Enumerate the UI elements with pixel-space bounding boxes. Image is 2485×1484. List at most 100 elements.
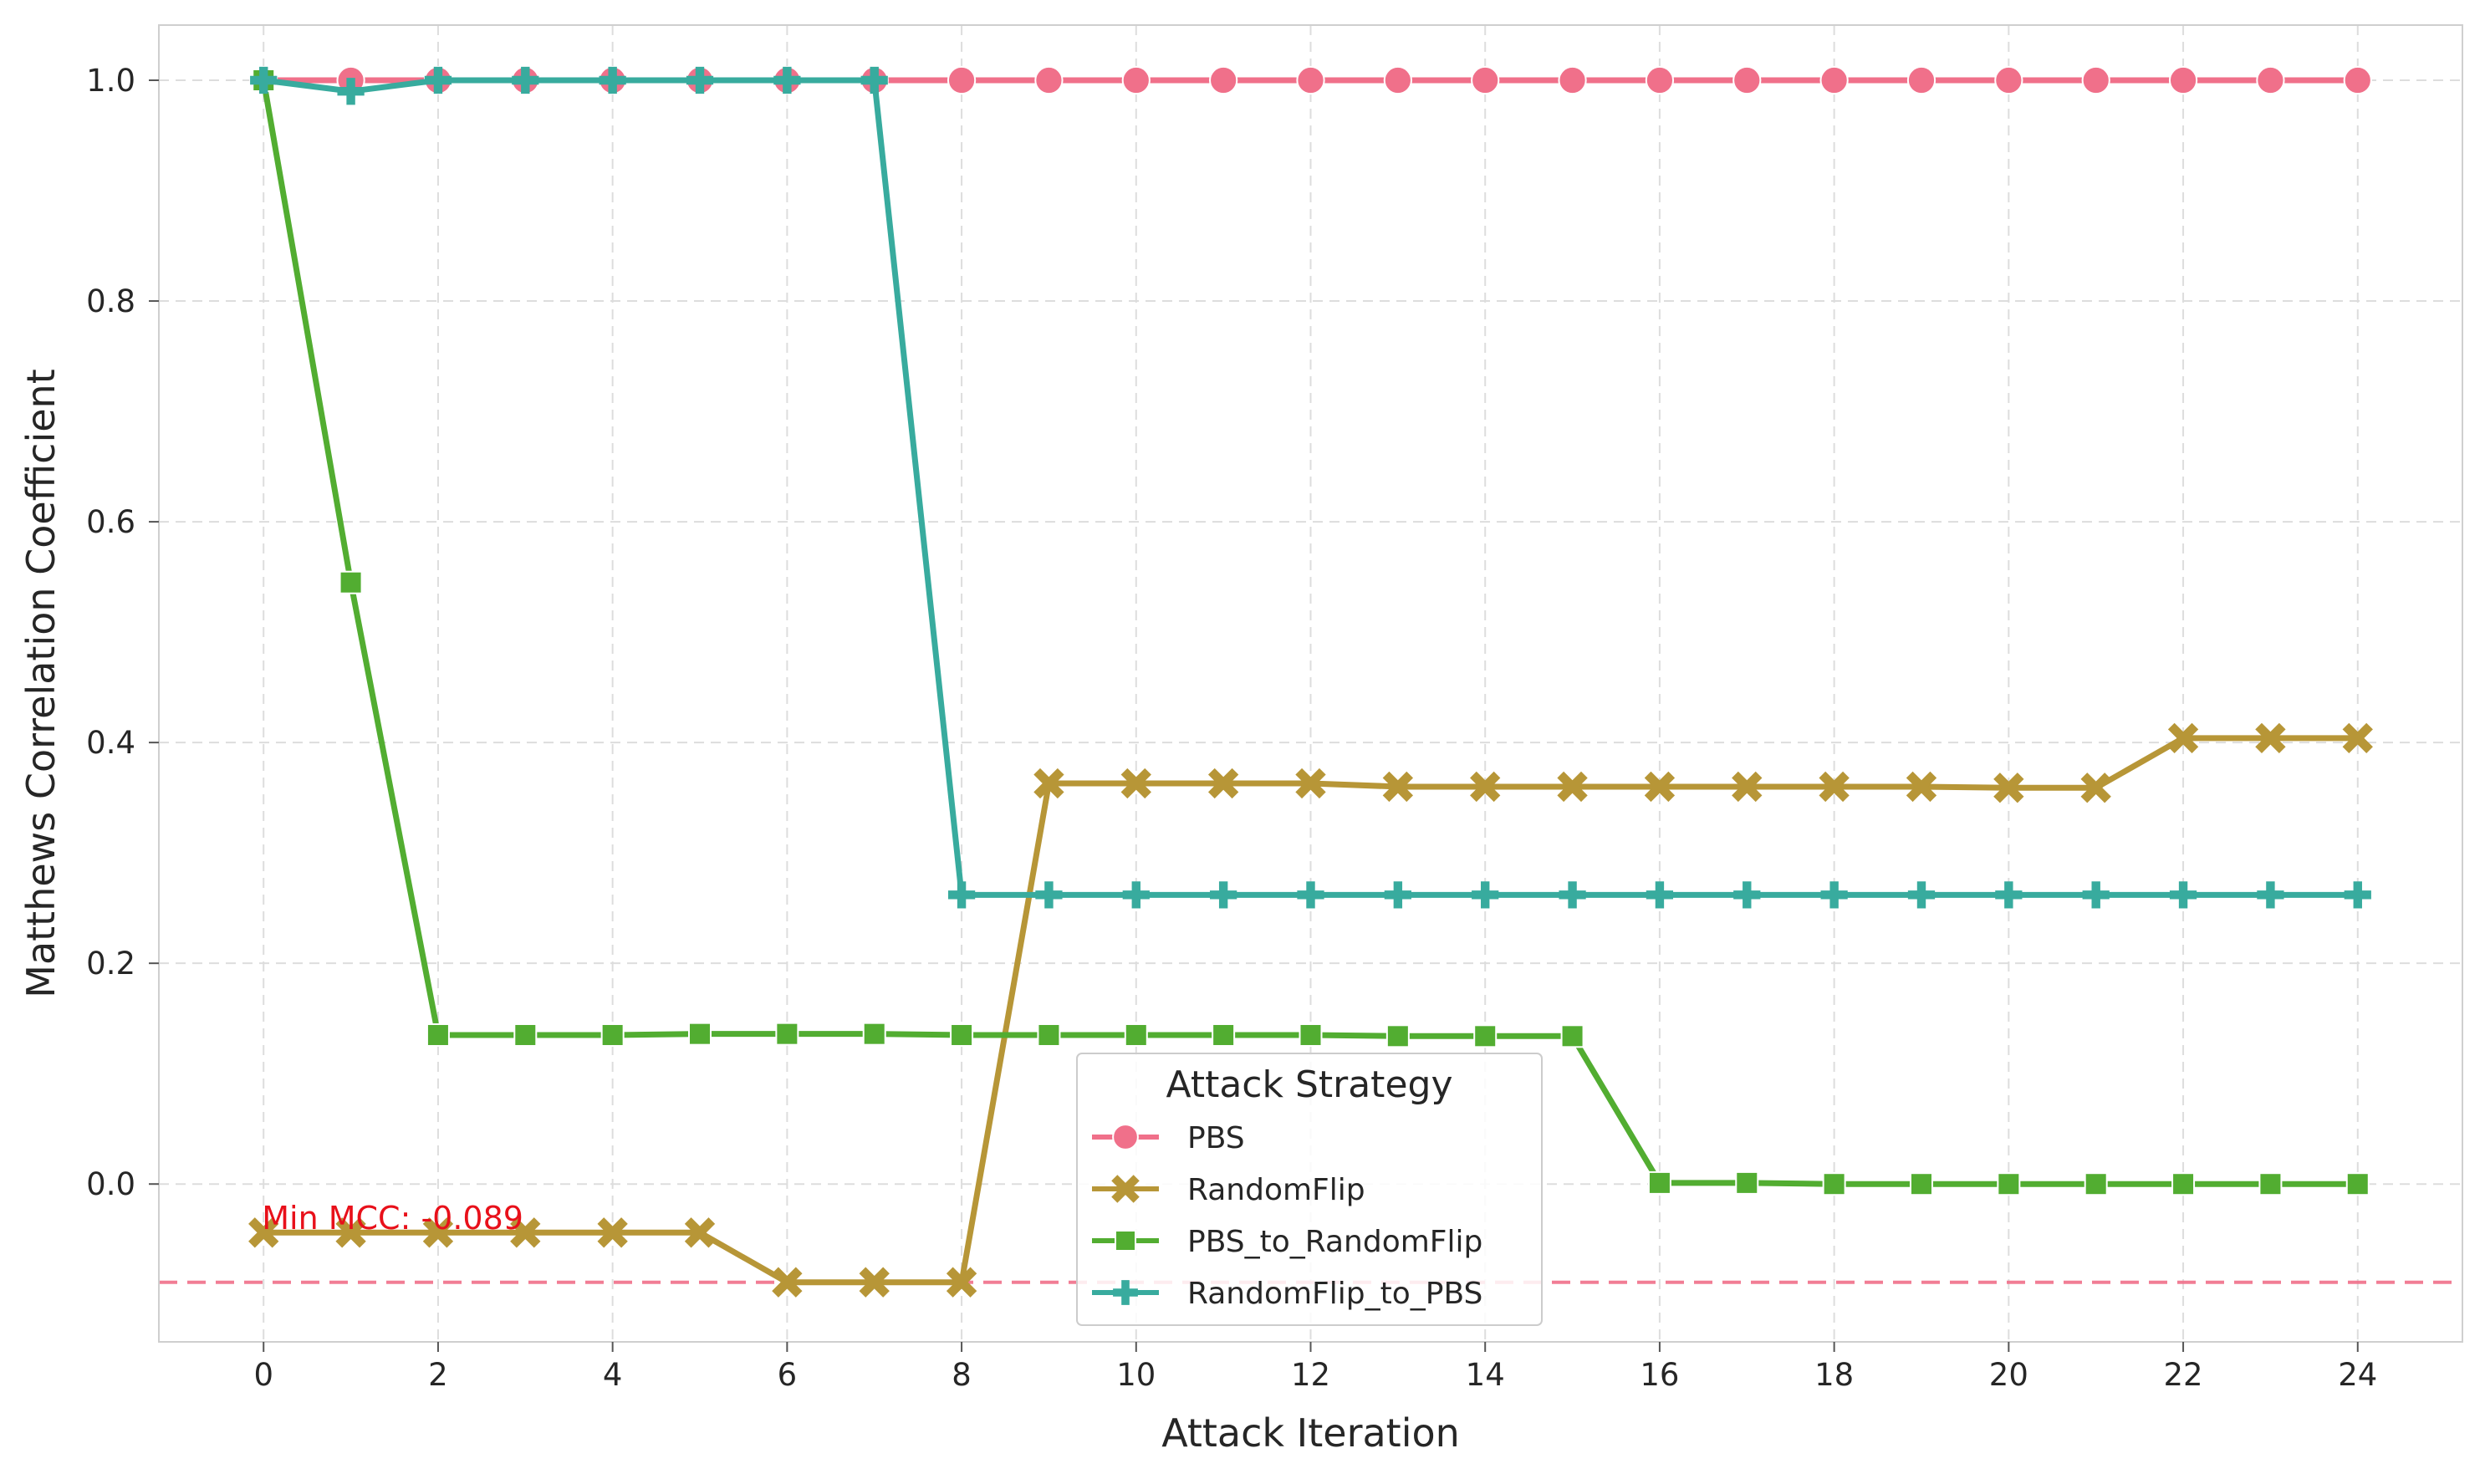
data-point-pbs [1994,65,2023,95]
data-point-randomflip-to-pbs [2169,881,2197,909]
data-point-randomflip-to-pbs [1907,881,1936,909]
data-point-pbs-to-randomflip [1735,1170,1759,1195]
x-tick-label: 22 [2164,1357,2203,1393]
legend-label: PBS [1187,1121,1245,1155]
legend-title: Attack Strategy [1166,1063,1453,1106]
legend-item-pbs: PBS [1092,1121,1245,1155]
legend-item-randomflip: RandomFlip [1092,1173,1365,1207]
data-point-randomflip-to-pbs [1384,881,1411,909]
axis-ticks: 0 2 4 6 8 10 12 14 16 18 20 22 240.00.20.40.60.81.0 [86,63,2377,1393]
data-point-randomflip [1470,771,1501,803]
data-point-pbs-to-randomflip [1909,1172,1933,1196]
legend-box [1076,1053,1543,1326]
legend-item-randomflip-to-pbs: RandomFlip_to_PBS [1092,1277,1482,1311]
x-tick-label: 8 [952,1357,972,1393]
x-axis-label: Attack Iteration [1161,1410,1460,1456]
data-point-randomflip [1557,771,1588,803]
data-point-randomflip-to-pbs [1559,881,1586,909]
data-point-randomflip [1033,767,1064,799]
data-point-pbs [2256,65,2285,95]
data-point-pbs-to-randomflip [862,1022,886,1046]
data-point-pbs-to-randomflip [1997,1172,2021,1196]
data-point-pbs [1121,65,1151,95]
data-point-randomflip [946,1267,977,1298]
data-point-pbs-to-randomflip [1037,1022,1061,1047]
data-point-randomflip [772,1267,803,1298]
data-point-randomflip [1382,771,1414,803]
data-point-randomflip-to-pbs [1297,881,1324,909]
data-point-pbs [1209,65,1238,95]
data-point-randomflip-to-pbs [1646,881,1674,909]
data-point-randomflip [510,1217,541,1248]
data-point-randomflip [1906,771,1937,803]
legend: Attack Strategy PBS RandomFlip PBS_to_Rand… [1076,1053,1543,1326]
data-point-randomflip-to-pbs [512,66,539,94]
y-tick-label: 0.2 [86,946,135,982]
series-randomflip-to-pbs [250,66,2371,909]
data-point-randomflip [859,1267,890,1298]
data-point-randomflip [1732,771,1763,803]
legend-label: RandomFlip_to_PBS [1187,1277,1482,1311]
legend-item-pbs-to-randomflip: PBS_to_RandomFlip [1092,1225,1482,1259]
y-tick-label: 1.0 [86,63,135,99]
data-point-pbs [1471,65,1500,95]
data-point-pbs-to-randomflip [600,1022,625,1047]
series-pbs-to-randomflip [252,69,2370,1196]
legend-marker [1115,1230,1136,1252]
data-point-randomflip [1819,771,1850,803]
x-tick-label: 20 [1989,1357,2028,1393]
data-point-randomflip [1207,767,1239,799]
data-point-randomflip [2167,722,2199,754]
legend-marker [1111,1175,1140,1203]
data-point-randomflip-to-pbs [1995,881,2023,909]
data-point-randomflip-to-pbs [947,881,976,909]
data-point-pbs [2168,65,2198,95]
x-tick-label: 18 [1814,1357,1854,1393]
y-tick-label: 0.8 [86,283,135,319]
data-point-pbs [947,65,977,95]
x-tick-label: 16 [1640,1357,1679,1393]
data-point-pbs [1296,65,1325,95]
x-tick-label: 14 [1466,1357,1505,1393]
x-tick-label: 10 [1116,1357,1156,1393]
data-point-randomflip [2342,722,2373,754]
legend-marker [1112,1124,1139,1150]
data-point-randomflip [1295,767,1326,799]
data-point-randomflip-to-pbs [599,66,626,94]
y-tick-label: 0.6 [86,504,135,540]
data-point-pbs-to-randomflip [1647,1170,1671,1195]
data-point-randomflip [1644,771,1676,803]
data-point-pbs-to-randomflip [1560,1024,1584,1048]
grid [159,25,2462,1342]
data-point-pbs-to-randomflip [2084,1172,2108,1196]
data-point-randomflip-to-pbs [250,66,278,94]
data-point-pbs-to-randomflip [1822,1172,1846,1196]
data-point-randomflip [248,1217,279,1248]
data-point-pbs-to-randomflip [1473,1024,1498,1048]
data-point-randomflip-to-pbs [773,66,801,94]
data-point-pbs-to-randomflip [339,570,363,594]
x-tick-label: 0 [253,1357,273,1393]
data-point-randomflip-to-pbs [1035,881,1063,909]
data-point-pbs [1906,65,1936,95]
data-point-pbs [1558,65,1587,95]
x-tick-label: 4 [603,1357,623,1393]
data-point-pbs-to-randomflip [2345,1172,2370,1196]
data-point-pbs-to-randomflip [1385,1024,1410,1048]
data-point-pbs-to-randomflip [1124,1022,1148,1047]
data-point-pbs [1383,65,1412,95]
x-tick-label: 12 [1291,1357,1330,1393]
data-point-pbs-to-randomflip [950,1022,974,1047]
data-point-randomflip-to-pbs [2344,881,2371,909]
data-point-pbs-to-randomflip [513,1022,538,1047]
data-point-randomflip-to-pbs [1122,881,1150,909]
data-point-pbs [1034,65,1064,95]
y-tick-label: 0.4 [86,725,135,761]
y-tick-label: 0.0 [86,1166,135,1202]
series-layer [248,65,2373,1298]
data-point-randomflip-to-pbs [1733,881,1761,909]
legend-label: PBS_to_RandomFlip [1187,1225,1482,1259]
data-point-randomflip [335,1217,366,1248]
x-tick-label: 24 [2338,1357,2377,1393]
